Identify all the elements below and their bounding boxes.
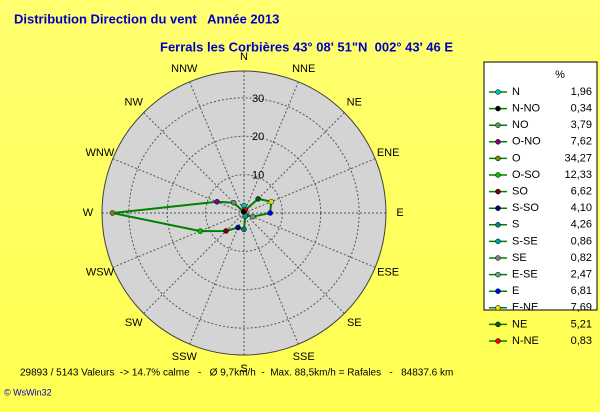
legend-marker xyxy=(495,271,501,278)
legend-value: 0,86 xyxy=(571,235,592,247)
chart-title: Distribution Direction du vent Année 201… xyxy=(14,11,279,26)
legend-name: N xyxy=(512,86,520,98)
category-label: SSE xyxy=(293,351,315,363)
legend-value: 4,26 xyxy=(571,219,592,231)
grid-circle xyxy=(205,174,283,252)
legend-value: 0,83 xyxy=(571,335,592,347)
radar-point xyxy=(214,199,220,205)
radar-point xyxy=(240,209,247,215)
r-tick-label: 20 xyxy=(252,131,264,143)
legend-name: NO xyxy=(512,119,529,131)
legend-marker xyxy=(495,188,501,195)
radar-point xyxy=(267,210,273,216)
r-tick-label: 30 xyxy=(252,93,264,105)
radar-point xyxy=(109,210,116,216)
category-label: W xyxy=(83,207,94,219)
legend-marker xyxy=(495,205,501,211)
legend-marker xyxy=(495,89,501,95)
legend-name: S-SE xyxy=(512,235,538,247)
chart-subtitle: Ferrals les Corbières 43° 08' 51"N 002° … xyxy=(160,39,453,54)
legend-marker xyxy=(495,105,501,112)
radar-point xyxy=(268,198,275,205)
legend-name: NE xyxy=(512,318,527,330)
legend-marker xyxy=(495,222,501,228)
radar-point xyxy=(241,202,247,209)
legend-marker xyxy=(495,155,501,162)
legend-marker xyxy=(495,305,501,311)
legend-name: O-NO xyxy=(512,136,541,148)
category-label: SSW xyxy=(172,351,198,363)
legend-value: 34,27 xyxy=(564,152,592,164)
category-label: WSW xyxy=(86,267,115,279)
legend-box xyxy=(483,61,598,311)
legend-name: S xyxy=(512,219,519,231)
legend-marker xyxy=(495,122,501,128)
category-label: SW xyxy=(125,317,143,329)
legend-name: SE xyxy=(512,252,527,264)
category-label: ESE xyxy=(377,267,399,279)
credit: © WsWin32 xyxy=(4,387,52,397)
category-label: E xyxy=(396,207,403,219)
category-label: N xyxy=(240,51,248,63)
legend-marker xyxy=(495,338,501,344)
legend-value: 3,79 xyxy=(571,119,592,131)
legend-name: E xyxy=(512,285,519,297)
legend-name: S-SO xyxy=(512,202,539,214)
category-label: SE xyxy=(347,317,362,329)
legend-title: % xyxy=(555,69,565,81)
legend-name: SO xyxy=(512,186,528,198)
legend-marker xyxy=(495,288,501,294)
legend-name: E-NE xyxy=(512,302,538,314)
legend-value: 7,69 xyxy=(571,302,592,314)
radar-point xyxy=(241,226,247,233)
radar-point xyxy=(255,196,261,202)
radar-point xyxy=(250,213,256,220)
category-label: NNE xyxy=(292,63,315,75)
legend-marker xyxy=(495,172,501,178)
radar-point xyxy=(197,228,204,234)
legend-value: 6,62 xyxy=(571,186,592,198)
legend-marker xyxy=(495,238,501,245)
grid-circle xyxy=(128,97,360,329)
legend-value: 5,21 xyxy=(571,318,592,330)
category-label: ENE xyxy=(377,147,400,159)
category-label: NNW xyxy=(171,63,198,75)
footer: 29893 / 5143 Valeurs -> 14.7% calme - Ø … xyxy=(20,368,453,379)
legend-name: O-SO xyxy=(512,169,541,181)
legend-name: O xyxy=(512,152,521,164)
category-label: WNW xyxy=(86,147,115,159)
legend-name: N-NO xyxy=(512,103,541,115)
radar-point xyxy=(235,224,241,231)
radar-point xyxy=(223,228,229,234)
legend-value: 7,62 xyxy=(571,136,592,148)
legend-value: 1,96 xyxy=(571,86,592,98)
legend-value: 12,33 xyxy=(564,169,592,181)
legend-value: 6,81 xyxy=(571,285,592,297)
legend-marker xyxy=(495,139,501,145)
legend-marker xyxy=(495,255,501,261)
legend-name: N-NE xyxy=(512,335,539,347)
legend-name: E-SE xyxy=(512,269,538,281)
legend-marker xyxy=(495,321,501,328)
legend-value: 0,82 xyxy=(571,252,592,264)
category-label: NE xyxy=(347,97,362,109)
r-tick-label: 10 xyxy=(252,170,264,182)
legend-value: 4,10 xyxy=(571,202,592,214)
category-label: NW xyxy=(125,97,144,109)
category-label: S xyxy=(240,363,247,375)
legend-value: 0,34 xyxy=(571,103,592,115)
radar-point xyxy=(230,199,237,206)
legend-value: 2,47 xyxy=(571,269,592,281)
